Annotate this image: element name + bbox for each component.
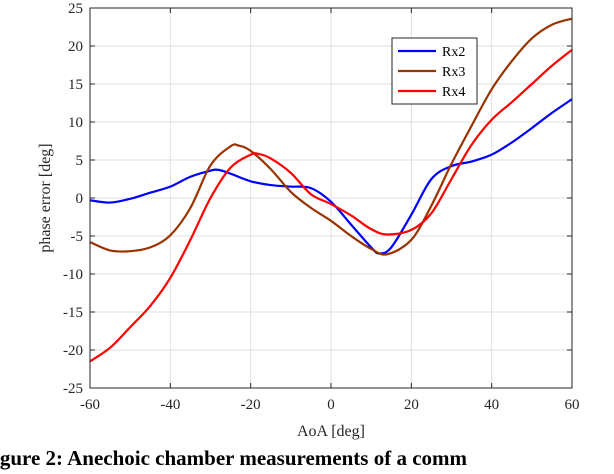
x-axis-label: AoA [deg] [297,423,365,440]
y-tick-label: 25 [68,1,83,17]
grid [89,7,573,389]
legend: Rx2 Rx3 Rx4 [391,37,478,105]
x-tick-label: -20 [241,397,261,413]
x-tick-label: 20 [404,397,419,413]
y-tick-label: 15 [68,77,83,93]
legend-label-rx4: Rx4 [442,85,465,100]
y-tick-label: -20 [63,343,83,359]
y-tick-label: 10 [68,115,83,131]
x-tick-label: 60 [565,397,580,413]
y-tick-label: 20 [68,39,83,55]
x-tick-label: -60 [80,397,100,413]
y-tick-labels: 25 20 15 10 5 0 -5 -10 -15 -20 -25 [63,1,83,397]
y-tick-label: -5 [71,229,84,245]
series-line-rx4 [89,48,573,363]
series-lines [89,17,573,363]
chart: -60 -40 -20 0 20 40 60 25 20 15 10 5 0 -5 -10 -15 -20 -2… [37,1,580,440]
legend-label-rx3: Rx3 [442,65,465,80]
y-tick-label: 5 [76,153,84,169]
x-tick-labels: -60 -40 -20 0 20 40 60 [80,397,580,413]
x-tick-label: 40 [484,397,499,413]
figure-caption: igure 2: Anechoic chamber measurements o… [0,446,468,470]
y-tick-label: 0 [76,191,84,207]
series-line-rx3 [89,17,573,256]
x-tick-label: 0 [327,397,335,413]
y-axis-label: phase error [deg] [37,143,54,252]
ticks [89,7,573,389]
y-tick-label: -10 [63,267,83,283]
x-tick-label: -40 [160,397,180,413]
y-tick-label: -25 [63,381,83,397]
legend-label-rx2: Rx2 [442,45,465,60]
series-line-rx2 [89,98,573,255]
y-tick-label: -15 [63,305,83,321]
